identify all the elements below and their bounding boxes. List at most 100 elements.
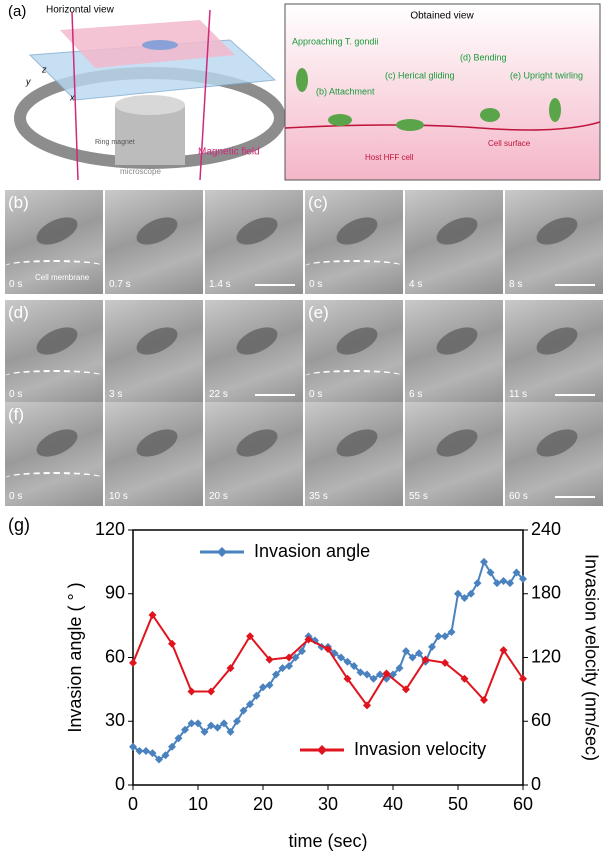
time-label: 3 s [109,389,122,400]
time-label: 1.4 s [209,279,231,290]
scale-bar [555,496,595,498]
time-label: 11 s [509,389,527,400]
annotation: Host HFF cell [365,153,414,162]
micrograph: 10 s [105,402,203,506]
time-label: 0.7 s [109,279,131,290]
time-label: 10 s [109,491,128,502]
y2-axis-label: Invasion velocity (nm/sec) [581,554,601,761]
panel-label: (d) [8,303,29,323]
axis-letter: z [41,64,47,74]
membrane-outline [5,370,103,382]
page: {"panel_a":{"label":"(a)","horizontal_vi… [0,0,605,858]
y2-tick-label: 240 [531,519,561,539]
cell-shape [532,322,581,361]
cell-shape [232,212,281,251]
micrograph: 6 s [405,300,503,404]
cell-shape [432,322,481,361]
parasite-icon [296,68,308,92]
x-tick-label: 50 [448,794,468,814]
series-line [133,562,523,760]
cell-shape [332,212,381,251]
micrograph: 8 s [505,190,603,294]
scale-bar [555,284,595,286]
cell-icon [142,40,178,50]
axis-letter: x [69,92,75,102]
annotation: (d) Bending [460,52,507,62]
time-label: 60 s [509,491,528,502]
micrograph: 22 s [205,300,303,404]
cell-shape [32,212,81,251]
membrane-outline [305,260,403,272]
cell-shape [332,322,381,361]
cell-shape [132,424,181,463]
panel-label: (b) [8,193,29,213]
panel-label: (e) [308,303,329,323]
micrograph: 0.7 s [105,190,203,294]
panel-label: (c) [308,193,328,213]
membrane-outline [5,472,103,484]
time-label: 22 s [209,389,228,400]
micrograph: 20 s [205,402,303,506]
y-tick-label: 60 [105,646,125,666]
view-title: Obtained view [410,11,474,22]
time-label: 4 s [409,279,422,290]
cell-shape [232,424,281,463]
setup-illustration: (a) Horizontal view y z x Ring magnet mi… [8,3,280,180]
scale-bar [255,394,295,396]
legend-marker [317,745,327,755]
annotation: (c) Herical gliding [385,70,455,80]
time-label: 20 s [209,491,228,502]
parasite-icon [549,98,561,122]
time-label: 55 s [409,491,428,502]
annotation: (b) Attachment [316,86,375,96]
parasite-icon [480,108,500,122]
time-label: 0 s [309,389,322,400]
parasite-icon [396,119,424,131]
cell-shape [132,212,181,251]
cell-shape [132,322,181,361]
data-point [129,659,137,667]
micrograph: (f) 0 s [5,402,103,506]
time-label: 35 s [309,491,328,502]
x-tick-label: 60 [513,794,533,814]
membrane-outline [305,370,403,382]
y2-tick-label: 0 [531,774,541,794]
panel-label: (f) [8,405,24,425]
micrograph: (d)0 s [5,300,103,404]
x-tick-label: 20 [253,794,273,814]
micrograph: (e) 0 s [305,300,403,404]
y2-tick-label: 120 [531,646,561,666]
annotation: Magnetic field [198,147,260,158]
cell-shape [32,322,81,361]
y2-tick-label: 60 [531,710,551,730]
cell-shape [532,424,581,463]
time-label: 0 s [309,279,322,290]
y-tick-label: 0 [115,774,125,794]
micrograph: 60 s [505,402,603,506]
micrograph: 3 s [105,300,203,404]
micrograph: 35 s [305,402,403,506]
overview-figure: (a) Horizontal view y z x Ring magnet mi… [0,0,605,188]
annotation: Cell surface [488,139,531,148]
cell-shape [232,322,281,361]
legend-label: Invasion velocity [354,739,486,759]
y-axis-label: Invasion angle ( ° ) [65,582,85,732]
scale-bar [555,394,595,396]
legend-marker [217,547,227,557]
microscope-top [115,95,185,115]
cell-shape [332,424,381,463]
x-tick-label: 10 [188,794,208,814]
membrane-outline [5,260,103,272]
time-label: 0 s [9,279,22,290]
legend-label: Invasion angle [254,541,370,561]
micrograph: (b)Cell membrane0 s [5,190,103,294]
panel-label: (g) [8,515,30,535]
cell-shape [432,212,481,251]
chart: 01020304050600306090120060120180240(g)ti… [0,510,605,858]
obtained-view-illustration: Obtained view Approaching T. gondii (b) … [285,4,600,180]
y-tick-label: 30 [105,710,125,730]
annotation: Horizontal view [46,5,115,16]
x-tick-label: 0 [128,794,138,814]
time-label: 0 s [9,491,22,502]
axis-letter: y [25,76,31,86]
